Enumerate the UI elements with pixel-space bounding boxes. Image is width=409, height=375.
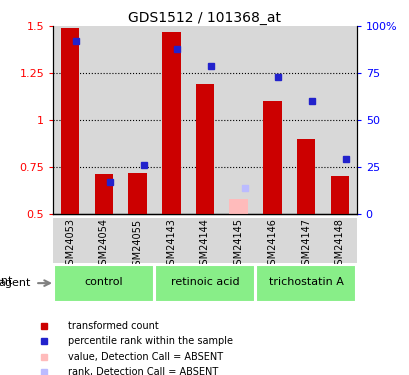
Bar <box>221 217 255 262</box>
Bar <box>94 174 113 214</box>
Bar <box>221 26 255 214</box>
Bar <box>120 26 154 214</box>
Bar <box>53 217 87 262</box>
Text: retinoic acid: retinoic acid <box>170 277 239 287</box>
Bar <box>162 32 180 214</box>
Bar <box>255 217 289 262</box>
Bar <box>154 217 188 262</box>
Text: value, Detection Call = ABSENT: value, Detection Call = ABSENT <box>68 352 222 362</box>
Bar <box>255 26 289 214</box>
Bar <box>53 26 87 214</box>
Text: rank, Detection Call = ABSENT: rank, Detection Call = ABSENT <box>68 367 218 375</box>
Bar <box>330 176 348 214</box>
FancyBboxPatch shape <box>54 265 153 302</box>
Text: GSM24143: GSM24143 <box>166 218 176 271</box>
Bar <box>128 172 146 214</box>
Bar <box>61 28 79 214</box>
Text: GSM24145: GSM24145 <box>233 218 243 272</box>
Text: control: control <box>84 277 123 287</box>
Text: GSM24055: GSM24055 <box>132 218 142 272</box>
Bar <box>289 217 322 262</box>
Text: GSM24144: GSM24144 <box>200 218 209 271</box>
Bar <box>87 217 120 262</box>
Text: GSM24146: GSM24146 <box>267 218 277 271</box>
Text: GSM24147: GSM24147 <box>300 218 310 272</box>
Bar <box>289 26 322 214</box>
Bar <box>322 26 356 214</box>
Title: GDS1512 / 101368_at: GDS1512 / 101368_at <box>128 11 281 25</box>
Bar <box>87 26 120 214</box>
Bar <box>229 199 247 214</box>
FancyBboxPatch shape <box>256 265 355 302</box>
Bar <box>263 101 281 214</box>
Bar <box>154 26 188 214</box>
Text: agent: agent <box>0 278 30 288</box>
Bar <box>188 26 221 214</box>
Text: trichostatin A: trichostatin A <box>268 277 343 287</box>
Text: agent: agent <box>0 276 12 286</box>
Bar <box>322 217 356 262</box>
Bar <box>120 217 154 262</box>
Text: transformed count: transformed count <box>68 321 158 331</box>
Bar <box>195 84 214 214</box>
Text: GSM24148: GSM24148 <box>334 218 344 271</box>
Text: GSM24053: GSM24053 <box>65 218 75 272</box>
Bar <box>188 217 221 262</box>
FancyBboxPatch shape <box>155 265 254 302</box>
Text: GSM24054: GSM24054 <box>99 218 109 272</box>
Text: percentile rank within the sample: percentile rank within the sample <box>68 336 232 346</box>
Bar <box>296 139 315 214</box>
